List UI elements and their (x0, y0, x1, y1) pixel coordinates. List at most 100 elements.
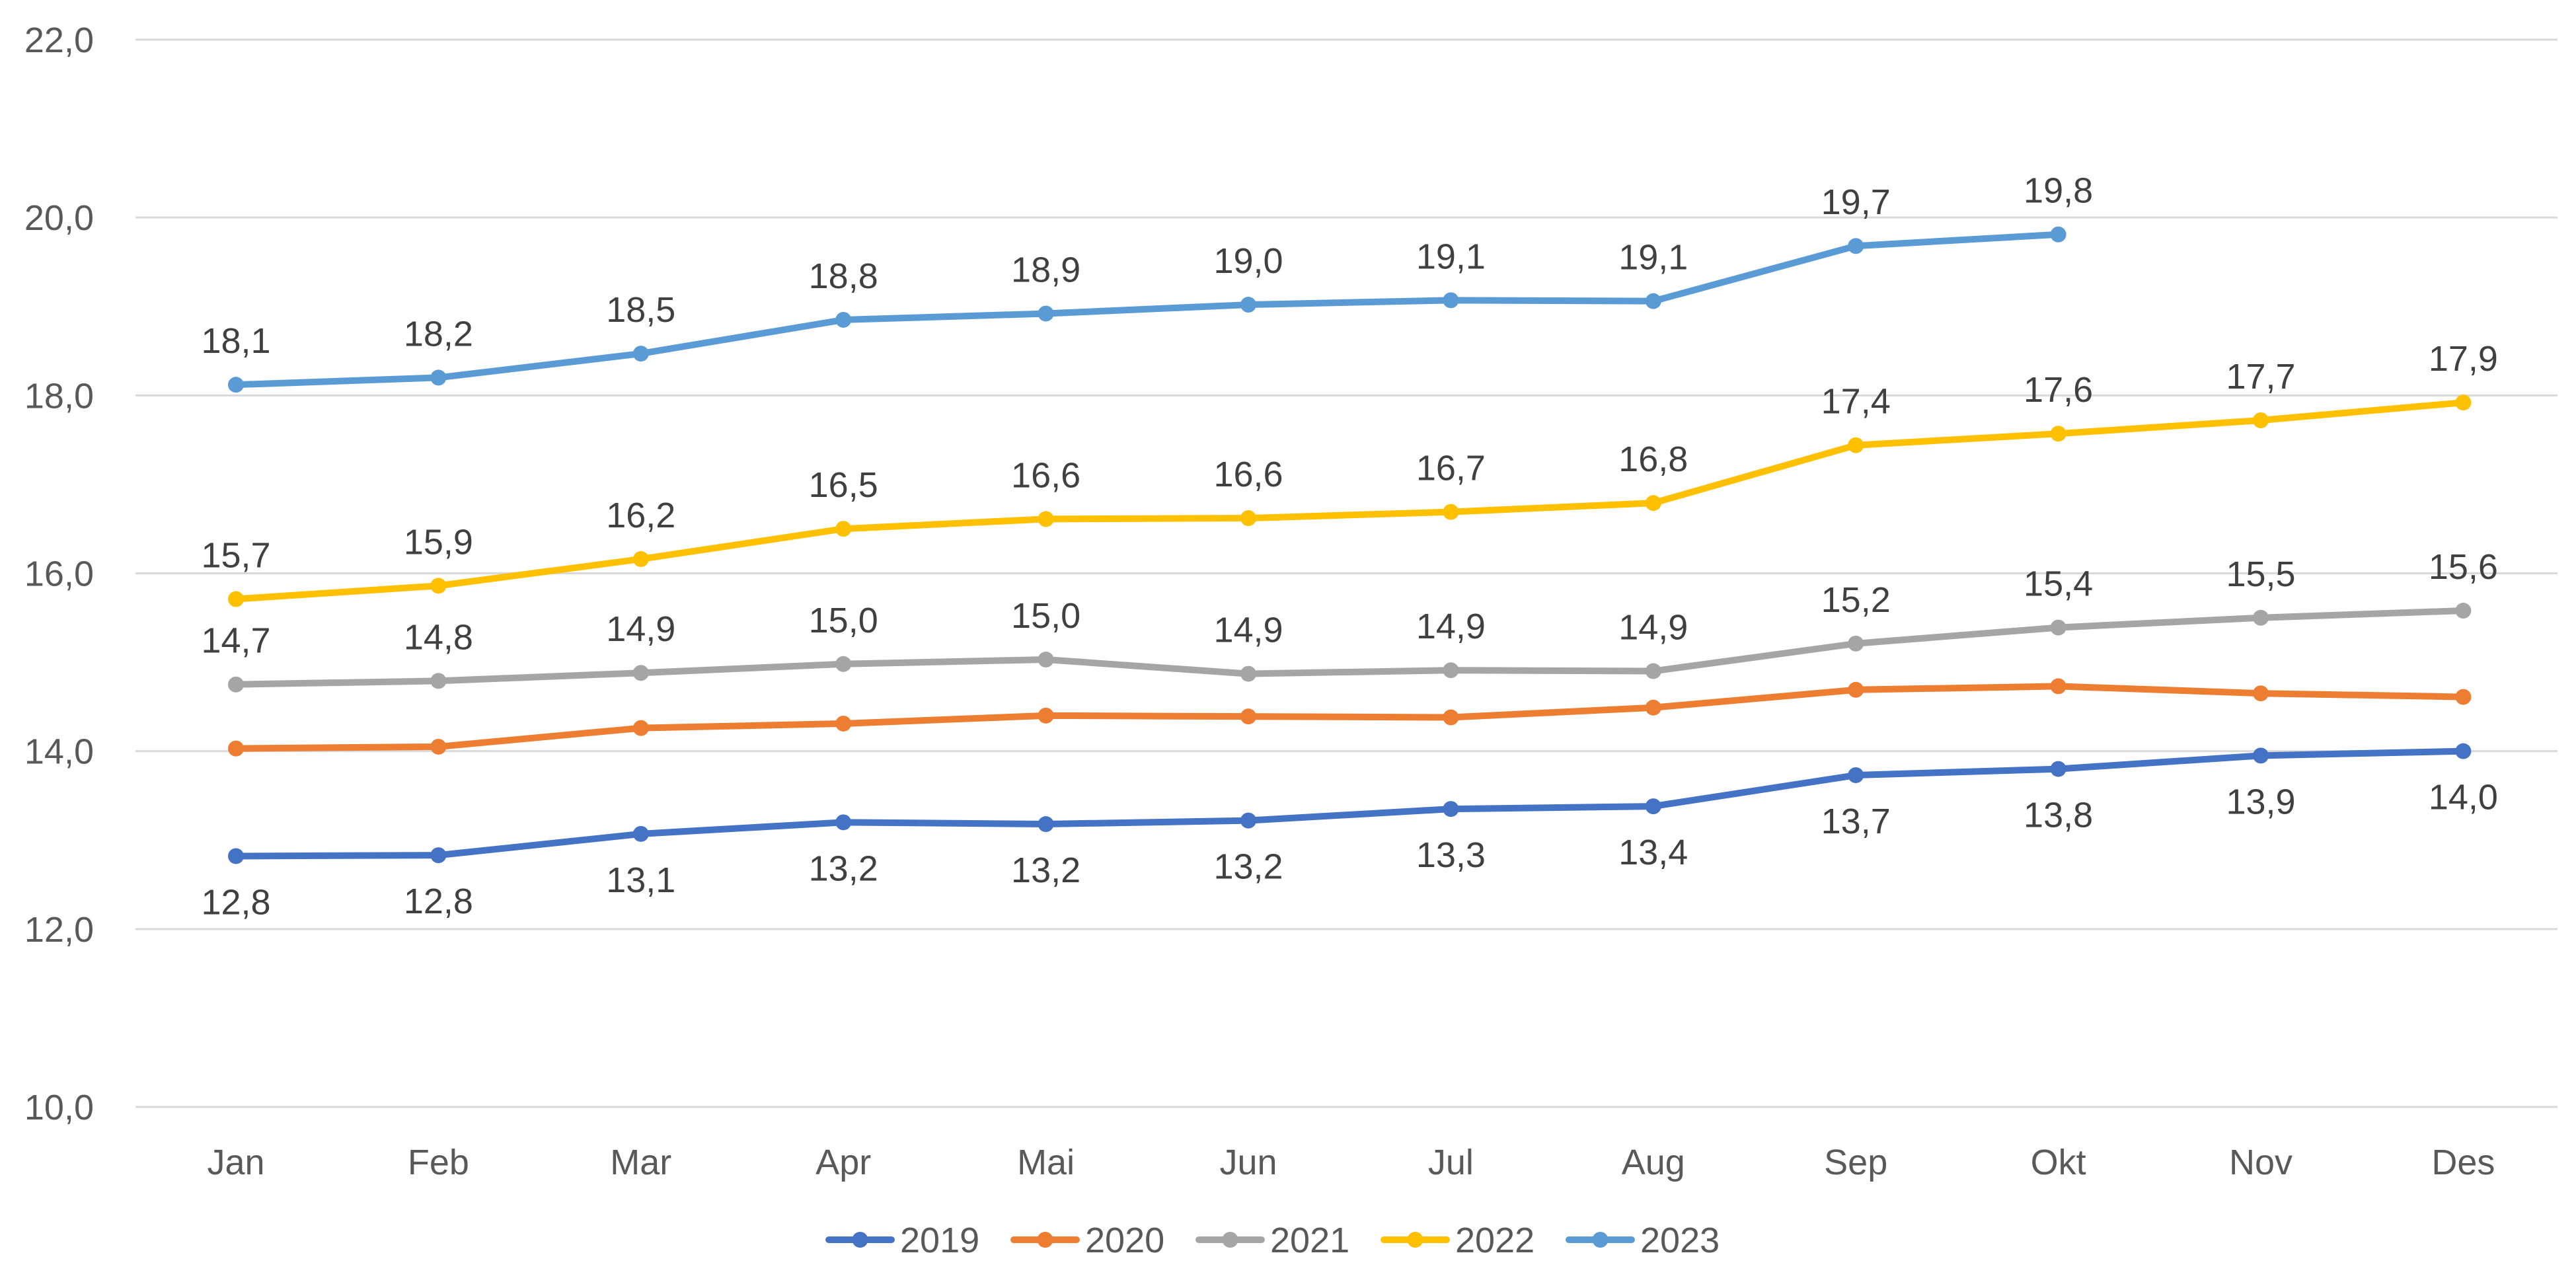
data-label: 13,2 (1213, 847, 1283, 887)
data-label: 15,5 (2226, 554, 2295, 594)
data-point (1443, 662, 1459, 679)
x-tick-label: Des (2431, 1143, 2495, 1182)
x-tick-label: Mar (610, 1143, 671, 1182)
legend-item: 2020 (1010, 1221, 1164, 1260)
data-label: 15,2 (1821, 580, 1891, 620)
data-point (1848, 681, 1864, 698)
data-label: 16,7 (1416, 449, 1486, 488)
data-point (2050, 619, 2066, 636)
legend-label: 2021 (1270, 1221, 1349, 1260)
data-label: 13,7 (1821, 802, 1891, 841)
data-label: 19,8 (2024, 171, 2093, 211)
data-point (1443, 709, 1459, 726)
legend: 2019 2020 2021 2022 2023 (825, 1221, 1720, 1260)
data-point (228, 676, 244, 693)
series-2021 (228, 603, 2472, 693)
x-tick-label: Feb (408, 1143, 469, 1182)
data-point (2455, 603, 2472, 619)
data-point (1038, 652, 1054, 668)
data-label: 14,7 (201, 621, 270, 661)
data-point (632, 346, 649, 362)
data-label: 17,9 (2429, 339, 2498, 379)
series-2019 (228, 743, 2472, 864)
data-point (1240, 665, 1256, 682)
series-lines (228, 226, 2472, 864)
data-label: 18,1 (201, 321, 270, 361)
data-label: 14,9 (1416, 607, 1486, 646)
data-label: 15,0 (809, 601, 878, 640)
y-tick-label: 22,0 (24, 20, 94, 60)
data-label: 14,9 (1213, 611, 1283, 650)
x-tick-label: Aug (1622, 1143, 1685, 1182)
data-label: 18,9 (1011, 250, 1080, 290)
data-label: 18,5 (606, 290, 675, 330)
data-label: 16,6 (1213, 455, 1283, 494)
data-point (632, 825, 649, 842)
series-line-2022 (233, 399, 2467, 603)
data-point (2050, 426, 2066, 442)
data-point (2253, 412, 2269, 429)
data-point (1645, 699, 1661, 716)
data-label: 12,8 (201, 882, 270, 922)
data-point (2050, 761, 2066, 777)
data-point (1443, 292, 1459, 309)
x-axis-tick-labels: Jan Feb Mar Apr Mai Jun Jul Aug Sep Okt Nov Des (207, 1143, 2495, 1182)
grid-lines (135, 38, 2557, 1108)
x-tick-label: Nov (2229, 1143, 2292, 1182)
data-label: 19,1 (1416, 237, 1486, 276)
data-label: 15,4 (2024, 564, 2093, 604)
data-point (835, 656, 852, 672)
data-point (1848, 437, 1864, 453)
data-label: 14,8 (404, 617, 473, 657)
legend-label: 2022 (1455, 1221, 1534, 1260)
data-point (228, 740, 244, 757)
x-tick-label: Sep (1824, 1143, 1887, 1182)
data-label: 12,8 (404, 882, 473, 921)
series-line-2019 (233, 747, 2467, 860)
series-line-2020 (233, 683, 2467, 752)
series-2020 (228, 678, 2472, 757)
legend-item: 2021 (1195, 1221, 1349, 1260)
data-point (1645, 495, 1661, 511)
data-label: 13,2 (1011, 851, 1080, 890)
data-point (1443, 801, 1459, 817)
data-label: 17,7 (2226, 357, 2295, 397)
data-point (430, 738, 447, 755)
x-tick-label: Jul (1428, 1143, 1474, 1182)
data-point (2253, 685, 2269, 702)
data-label: 13,8 (2024, 796, 2093, 835)
data-label: 19,7 (1821, 182, 1891, 222)
y-tick-label: 12,0 (24, 910, 94, 950)
data-label: 13,1 (606, 860, 675, 900)
data-point (1240, 812, 1256, 829)
data-point (1240, 297, 1256, 313)
data-labels: 12,8 12,8 13,1 13,2 13,2 13,2 13,3 13,4 13,7 13,8… (201, 171, 2498, 923)
y-tick-label: 20,0 (24, 198, 94, 238)
data-label: 13,4 (1618, 833, 1688, 872)
data-point (1848, 238, 1864, 254)
y-tick-label: 18,0 (24, 376, 94, 416)
data-point (632, 720, 649, 736)
x-tick-label: Okt (2031, 1143, 2086, 1182)
data-point (228, 848, 244, 864)
data-point (2253, 747, 2269, 764)
data-point (2455, 743, 2472, 759)
data-point (430, 369, 447, 386)
data-label: 17,6 (2024, 370, 2093, 410)
data-point (2050, 226, 2066, 243)
data-label: 13,2 (809, 849, 878, 888)
data-point (1645, 293, 1661, 309)
legend-swatch-marker (1592, 1232, 1609, 1248)
legend-item: 2023 (1566, 1221, 1720, 1260)
legend-swatch-marker (1407, 1232, 1423, 1248)
data-point (1645, 798, 1661, 815)
data-point (228, 377, 244, 393)
data-label: 15,6 (2429, 547, 2498, 587)
legend-item: 2022 (1381, 1221, 1534, 1260)
x-tick-label: Jan (207, 1143, 264, 1182)
data-point (1038, 707, 1054, 724)
data-point (2455, 689, 2472, 705)
data-point (1240, 510, 1256, 527)
data-label: 13,9 (2226, 782, 2295, 821)
data-point (1240, 708, 1256, 725)
